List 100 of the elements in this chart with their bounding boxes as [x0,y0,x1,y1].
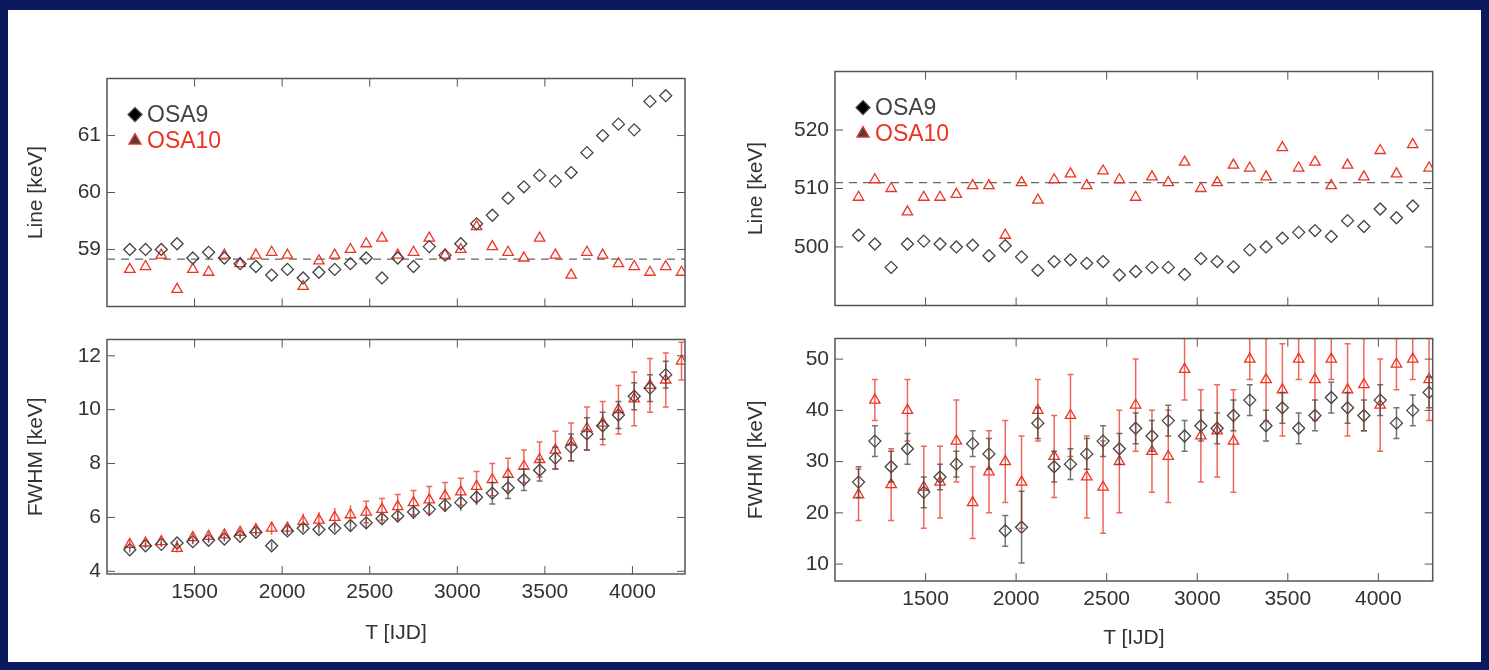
y-tick-label: 6 [89,504,101,528]
point [998,239,1012,253]
y-tick-label: 8 [89,450,101,474]
point [422,502,436,516]
point [659,89,673,103]
point [852,488,865,499]
point [486,239,499,251]
point [1325,352,1338,363]
point [265,245,278,256]
point [1260,170,1272,181]
point [884,260,898,275]
point [933,237,947,251]
point [1080,470,1093,481]
point [1129,190,1142,201]
point [1145,429,1159,443]
point [517,473,531,487]
point [868,434,882,448]
point [581,421,593,433]
point [250,522,262,534]
point [139,536,152,547]
point [1406,352,1419,363]
point [406,505,421,519]
point [439,489,451,500]
point [328,510,341,522]
y-tick-label: 500 [793,233,829,257]
point [1096,254,1110,269]
point [1275,401,1290,415]
point [518,251,530,262]
point [900,237,915,251]
point [1243,243,1257,257]
point [234,525,246,536]
point [1309,372,1321,384]
point [1243,393,1257,407]
point [885,181,897,193]
point [627,123,641,137]
point [1227,434,1240,445]
point [659,259,672,271]
point [502,245,514,256]
point [296,521,310,535]
point [643,381,657,395]
point [1292,421,1306,435]
point [328,262,342,277]
point [1259,240,1273,254]
point [884,460,898,474]
point [580,145,594,160]
point [138,539,153,553]
point [1406,138,1419,149]
point [155,535,168,546]
point [1276,140,1289,152]
point [1032,193,1044,204]
point [423,231,436,242]
point [549,443,562,454]
point [265,521,278,532]
point [917,234,931,248]
x-tick-label: 3500 [521,579,569,603]
point [901,403,914,414]
point [171,541,183,553]
point [869,393,881,404]
point [1014,520,1029,534]
point [359,251,373,265]
point [612,403,625,414]
point [123,242,137,257]
point [1324,390,1338,405]
point [612,257,625,268]
point [1275,231,1290,245]
legend-label: OSA10 [147,126,222,153]
point [249,525,263,539]
point [868,237,882,251]
point [391,251,405,265]
point [1178,362,1191,373]
point [983,178,995,190]
point [917,480,930,491]
point [1129,421,1143,435]
point [1015,475,1028,486]
point [312,265,326,279]
point [885,478,897,489]
point [1048,449,1060,461]
point [869,173,881,184]
point [170,536,184,550]
point [611,408,626,422]
legend-label: OSA9 [147,100,209,127]
point [1080,256,1094,270]
point [297,514,310,526]
point [343,257,358,271]
y-tick-label: 30 [805,448,829,472]
point [581,245,593,256]
point [1113,173,1126,184]
point [1325,178,1338,190]
point [644,265,656,276]
legend-label: OSA10 [875,119,950,146]
point [934,190,946,201]
point [1211,176,1224,187]
point [596,416,609,427]
x-tick-label: 1500 [902,586,949,610]
point [1195,429,1207,440]
point [391,499,404,511]
point [485,486,499,500]
point [502,467,514,478]
point [1047,254,1061,269]
point [360,505,373,516]
